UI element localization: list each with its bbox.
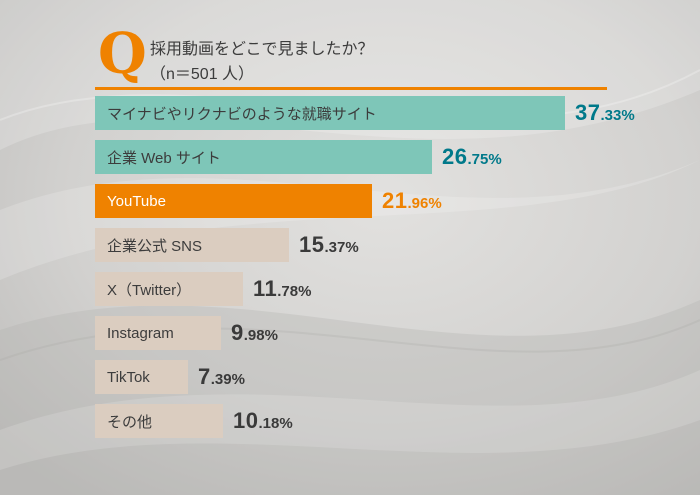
bar-segment: マイナビやリクナビのような就職サイト bbox=[95, 96, 565, 130]
bar-segment: YouTube bbox=[95, 184, 372, 218]
bar-value-label: 7.39% bbox=[198, 366, 245, 388]
bar-category-label: 企業公式 SNS bbox=[107, 237, 203, 255]
sample-size-label: （n＝501 人） bbox=[150, 65, 255, 83]
value-fraction-part: .39% bbox=[210, 371, 245, 388]
bar-row: 企業 Web サイト 26.75% bbox=[95, 140, 685, 174]
bar-segment: 企業 Web サイト bbox=[95, 140, 432, 174]
value-integer-part: 37 bbox=[575, 100, 601, 125]
value-fraction-part: .33% bbox=[600, 107, 635, 124]
bar-segment: X（Twitter） bbox=[95, 272, 243, 306]
bar-value-label: 9.98% bbox=[231, 322, 278, 344]
bar-row: 企業公式 SNS 15.37% bbox=[95, 228, 685, 262]
value-fraction-part: .96% bbox=[407, 195, 442, 212]
value-integer-part: 10 bbox=[233, 408, 259, 433]
question-block: 採用動画をどこで見ましたか？ （n＝501 人） bbox=[150, 38, 374, 88]
value-integer-part: 21 bbox=[382, 188, 408, 213]
bar-segment: 企業公式 SNS bbox=[95, 228, 289, 262]
bar-chart: マイナビやリクナビのような就職サイト 37.33% 企業 Web サイト 26.75%… bbox=[95, 96, 685, 448]
value-fraction-part: .18% bbox=[258, 415, 293, 432]
value-fraction-part: .98% bbox=[243, 327, 278, 344]
bar-row: YouTube 21.96% bbox=[95, 184, 685, 218]
bar-row: TikTok 7.39% bbox=[95, 360, 685, 394]
bar-category-label: Instagram bbox=[107, 324, 174, 342]
value-integer-part: 9 bbox=[231, 320, 244, 345]
bar-value-label: 37.33% bbox=[575, 102, 635, 124]
bar-row: マイナビやリクナビのような就職サイト 37.33% bbox=[95, 96, 685, 130]
bar-value-label: 26.75% bbox=[442, 146, 502, 168]
question-title: 採用動画をどこで見ましたか？ bbox=[150, 41, 374, 58]
value-fraction-part: .78% bbox=[277, 283, 312, 300]
bar-category-label: X（Twitter） bbox=[107, 281, 192, 299]
value-integer-part: 11 bbox=[253, 276, 278, 301]
bar-value-label: 21.96% bbox=[382, 190, 442, 212]
bar-category-label: 企業 Web サイト bbox=[107, 149, 221, 167]
bar-row: Instagram 9.98% bbox=[95, 316, 685, 350]
bar-segment: Instagram bbox=[95, 316, 221, 350]
bar-segment: TikTok bbox=[95, 360, 188, 394]
bar-row: その他 10.18% bbox=[95, 404, 685, 438]
bar-value-label: 15.37% bbox=[299, 234, 359, 256]
bar-segment: その他 bbox=[95, 404, 223, 438]
bar-value-label: 10.18% bbox=[233, 410, 293, 432]
header-divider bbox=[95, 87, 607, 90]
bar-category-label: マイナビやリクナビのような就職サイト bbox=[107, 105, 377, 123]
value-integer-part: 7 bbox=[198, 364, 211, 389]
bar-value-label: 11.78% bbox=[253, 278, 311, 300]
bar-category-label: TikTok bbox=[107, 368, 150, 386]
bar-row: X（Twitter） 11.78% bbox=[95, 272, 685, 306]
value-integer-part: 26 bbox=[442, 144, 468, 169]
bar-category-label: その他 bbox=[107, 413, 153, 431]
value-fraction-part: .37% bbox=[324, 239, 359, 256]
bar-category-label: YouTube bbox=[107, 192, 166, 210]
value-fraction-part: .75% bbox=[467, 151, 502, 168]
value-integer-part: 15 bbox=[299, 232, 325, 257]
question-mark-q: Q bbox=[98, 21, 147, 87]
